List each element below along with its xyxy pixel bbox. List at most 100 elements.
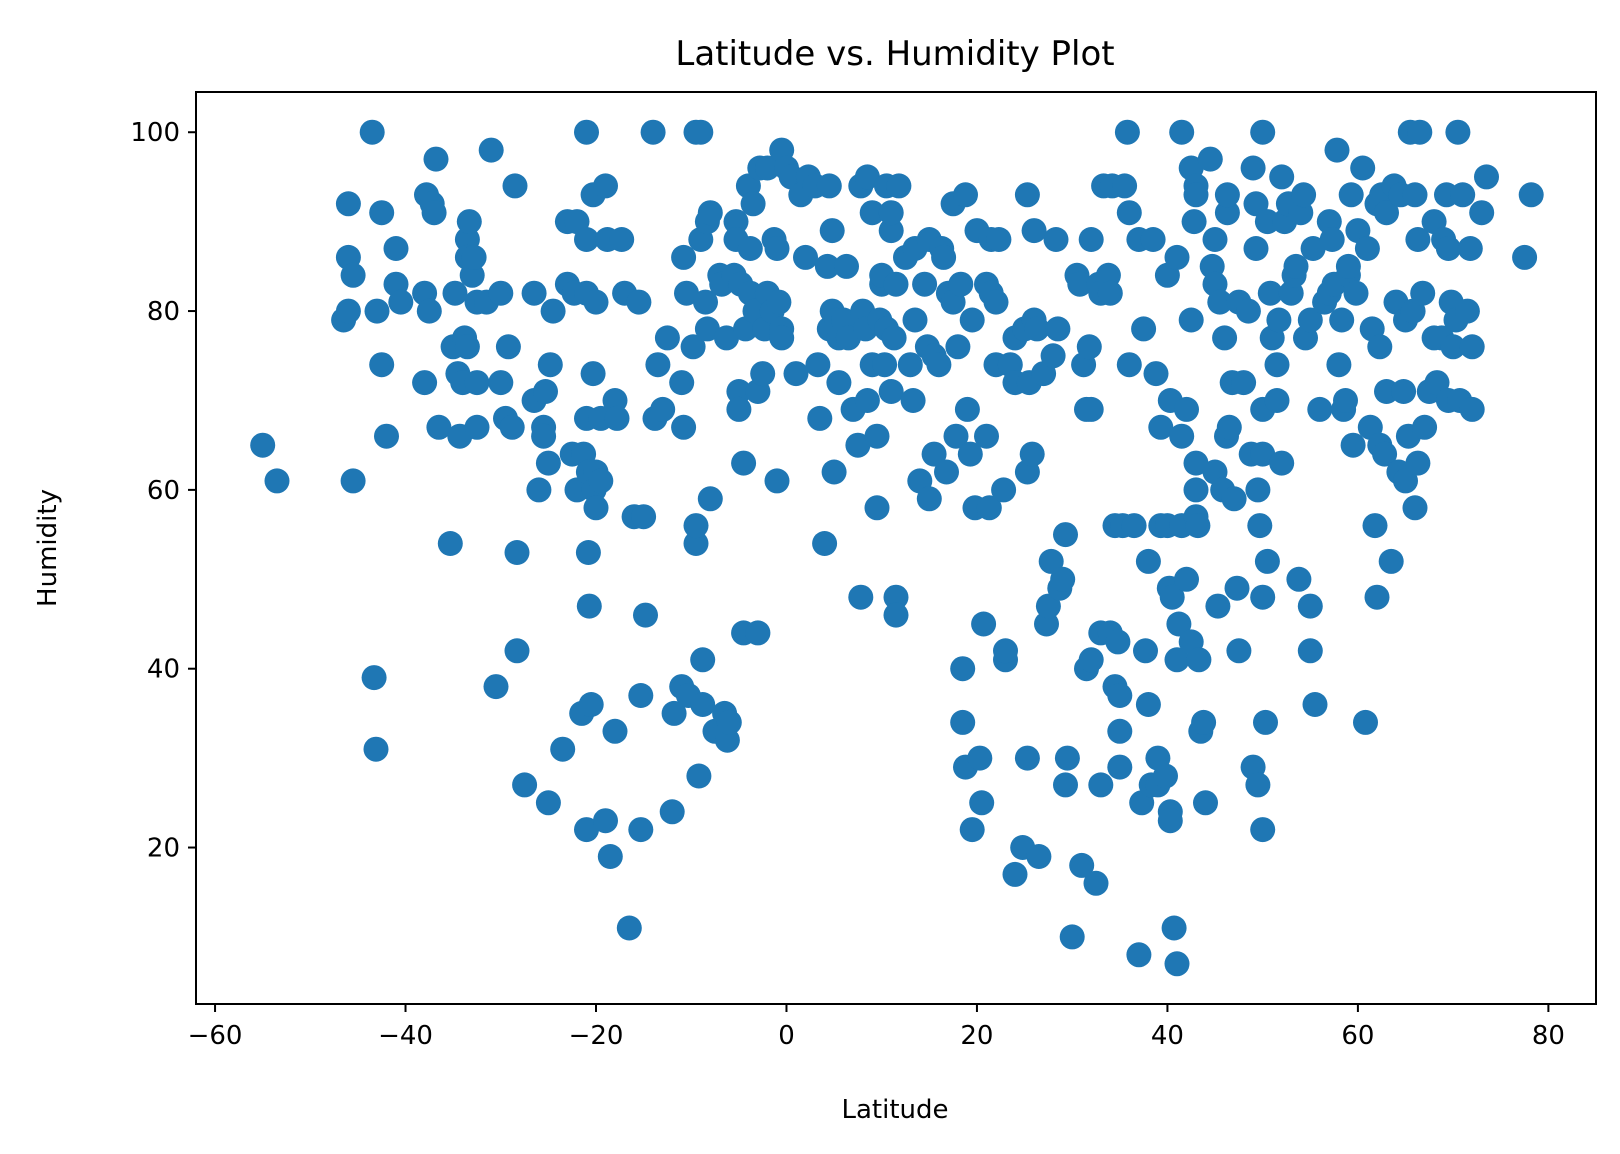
data-point xyxy=(1205,593,1231,619)
data-point xyxy=(714,325,739,351)
data-point xyxy=(1121,513,1147,539)
data-point xyxy=(1338,182,1364,208)
data-point xyxy=(483,674,509,700)
data-point xyxy=(1038,548,1064,574)
data-point xyxy=(593,808,618,834)
data-point xyxy=(654,325,680,351)
data-point xyxy=(819,218,845,244)
data-point xyxy=(1297,307,1323,333)
data-point xyxy=(1269,164,1295,190)
data-point xyxy=(1435,236,1461,261)
data-point xyxy=(826,370,852,396)
data-point xyxy=(426,414,452,440)
data-point xyxy=(1378,548,1404,574)
data-point xyxy=(674,280,699,306)
data-point xyxy=(991,477,1017,503)
data-point xyxy=(1026,844,1052,869)
data-point xyxy=(1374,200,1399,226)
data-point xyxy=(690,647,716,673)
data-point xyxy=(628,817,654,843)
data-point xyxy=(697,200,723,226)
data-point xyxy=(1186,647,1212,673)
data-point xyxy=(1107,754,1133,780)
data-point xyxy=(535,450,561,476)
data-point xyxy=(731,450,757,476)
data-point xyxy=(421,200,447,226)
data-point xyxy=(1343,280,1369,306)
data-point xyxy=(1264,352,1290,378)
data-points xyxy=(250,119,1544,977)
data-point xyxy=(1459,396,1485,422)
data-point xyxy=(464,370,490,396)
data-point xyxy=(854,388,880,413)
data-point xyxy=(1078,647,1104,673)
data-point xyxy=(1207,289,1233,315)
data-point xyxy=(512,772,538,798)
data-point xyxy=(526,477,552,503)
data-point xyxy=(1183,477,1209,503)
data-point xyxy=(1402,182,1428,208)
data-point xyxy=(1353,709,1378,735)
data-point xyxy=(1067,271,1093,297)
data-point xyxy=(609,227,635,252)
data-point xyxy=(1076,334,1102,360)
data-point xyxy=(926,352,952,378)
y-axis-label: Humidity xyxy=(33,489,63,607)
data-point xyxy=(1053,772,1078,798)
data-point xyxy=(537,352,563,378)
data-point xyxy=(1097,280,1123,306)
data-point xyxy=(412,370,438,396)
data-point xyxy=(883,602,909,628)
data-point xyxy=(1214,182,1240,208)
data-point xyxy=(1266,307,1292,333)
data-point xyxy=(633,602,658,628)
data-point xyxy=(878,200,904,226)
data-point xyxy=(1143,361,1169,387)
data-point xyxy=(986,227,1012,252)
data-point xyxy=(950,656,976,682)
data-point xyxy=(683,531,709,556)
data-point xyxy=(1214,200,1240,226)
data-point xyxy=(1445,119,1471,145)
data-point xyxy=(1245,772,1271,798)
data-point xyxy=(1297,593,1323,619)
data-point xyxy=(1291,182,1317,208)
data-point xyxy=(1164,647,1190,673)
data-point xyxy=(766,289,792,315)
data-point xyxy=(1040,343,1066,369)
data-point xyxy=(597,844,623,869)
data-point xyxy=(931,244,957,270)
data-point xyxy=(1078,396,1104,422)
data-point xyxy=(726,379,752,404)
data-point xyxy=(902,307,928,333)
data-point xyxy=(716,709,742,735)
data-point xyxy=(883,584,909,610)
data-point xyxy=(1112,173,1138,199)
data-point xyxy=(993,638,1018,664)
data-point xyxy=(957,441,983,467)
data-point xyxy=(881,325,907,351)
data-point xyxy=(576,593,602,619)
data-point xyxy=(897,352,923,378)
data-point xyxy=(723,209,749,235)
data-point xyxy=(616,915,642,941)
data-point xyxy=(416,298,442,324)
data-point xyxy=(550,736,576,762)
data-point xyxy=(726,396,752,422)
data-point xyxy=(754,155,780,181)
y-tick-label: 60 xyxy=(147,476,180,506)
data-point xyxy=(1247,513,1273,539)
data-point xyxy=(478,137,504,163)
data-point xyxy=(437,531,463,556)
data-point xyxy=(954,396,980,422)
data-point xyxy=(669,370,695,396)
data-point xyxy=(690,692,716,717)
data-point xyxy=(1297,638,1323,664)
data-point xyxy=(807,405,833,431)
data-point xyxy=(626,289,652,315)
data-point xyxy=(1224,575,1250,601)
data-point xyxy=(950,709,976,735)
data-point xyxy=(1226,638,1252,664)
data-point xyxy=(1019,441,1045,467)
data-point xyxy=(1107,683,1133,708)
